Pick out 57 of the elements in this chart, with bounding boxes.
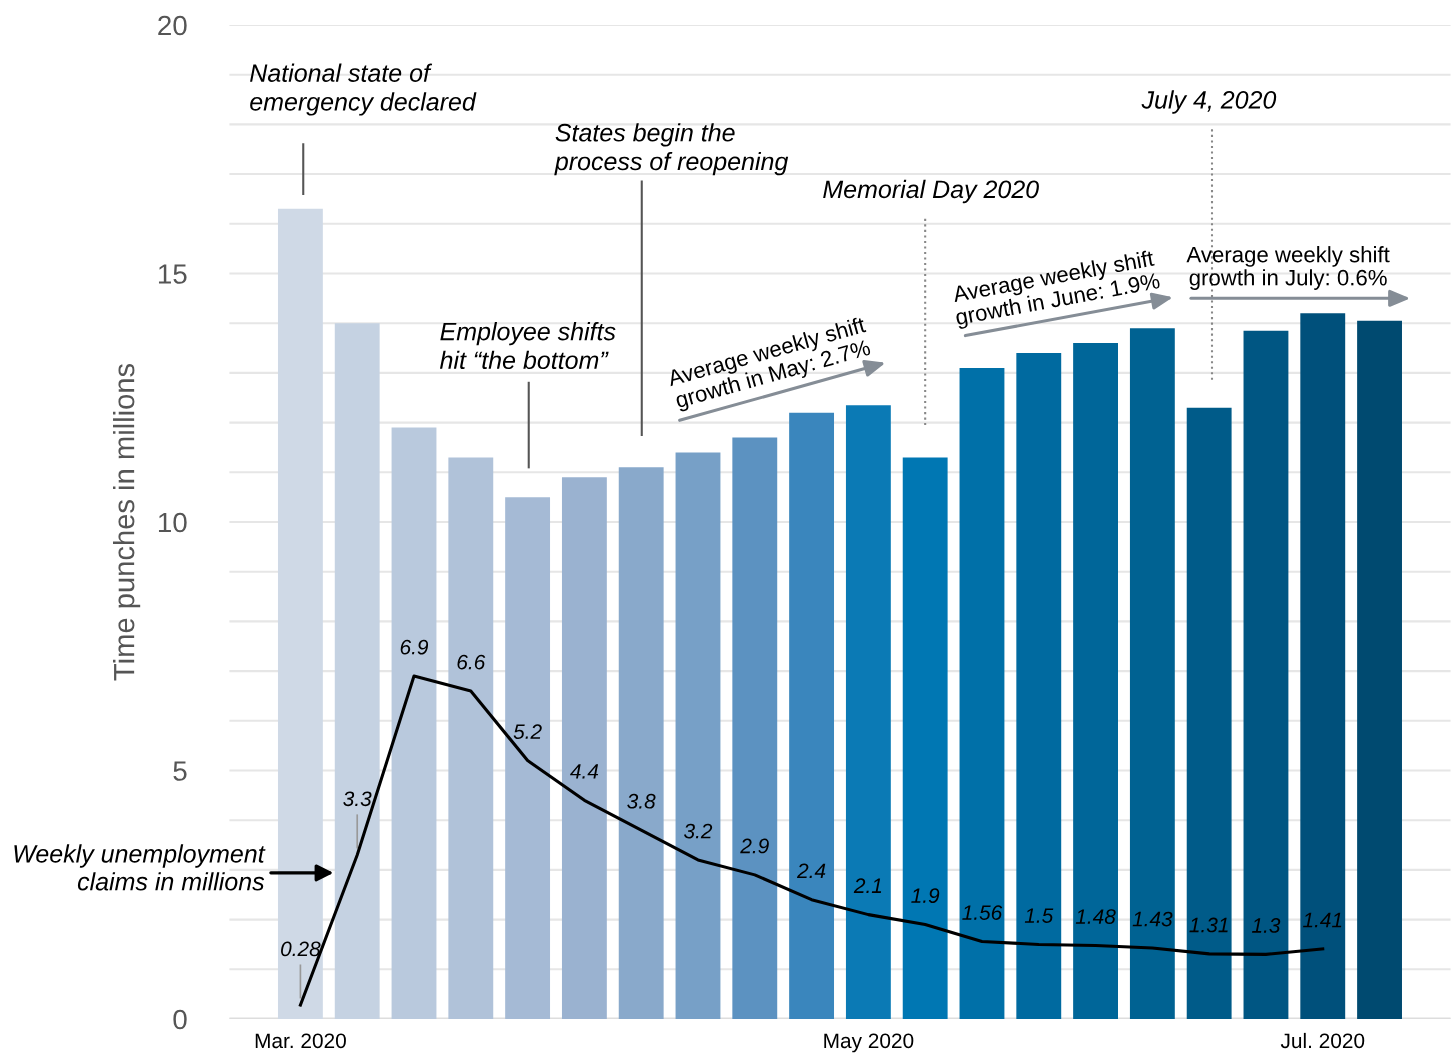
data-label: 1.9 [911,888,940,904]
bar [1129,328,1175,1019]
y-tick-label: 0 [173,1009,187,1030]
data-label: 1.43 [1132,911,1173,927]
data-label: 1.41 [1303,912,1342,928]
y-tick-label: 20 [158,15,187,36]
bar [618,467,664,1019]
bar [1186,407,1232,1019]
data-label: 1.56 [962,905,1003,920]
data-label: 1.5 [1024,908,1054,923]
bar [1073,343,1118,1019]
bar [789,412,835,1019]
annotation: States begin the process of reopening [554,123,789,176]
bar [334,323,380,1019]
bar [902,457,948,1019]
bar [1016,353,1062,1019]
y-tick-label: 10 [158,512,187,533]
annotation: Employee shifts hit “the bottom” [439,322,616,370]
data-label: 3.8 [627,793,656,809]
data-label: 1.31 [1189,917,1228,933]
bar [1300,313,1346,1019]
data-label: 4.4 [570,764,599,779]
y-tick-label: 5 [173,761,187,781]
bar [959,367,1005,1019]
data-label: 0.28 [281,941,321,957]
data-label: 5.2 [513,724,542,740]
data-label: 3.2 [684,823,713,839]
y-axis-title: Time punches in millions [113,363,141,681]
annotation: Average weekly shift growth in May: 2.7% [666,316,873,413]
bar [277,208,323,1019]
data-label: 3.3 [343,791,372,807]
data-label: 6.6 [457,654,486,670]
bar [732,437,778,1019]
bar [391,427,437,1019]
annotation: Average weekly shift growth in June: 1.9% [951,249,1162,330]
annotation: July 4, 2020 [1141,90,1277,114]
data-label: 1.48 [1075,909,1116,924]
annotation: Memorial Day 2020 [823,179,1039,204]
bar [675,452,721,1019]
legend-label: Weekly unemployment claims in millions [14,844,266,891]
y-tick-label: 15 [158,264,187,284]
bar [448,457,494,1019]
bar [845,405,891,1019]
x-tick-label: May 2020 [824,1033,914,1053]
annotation: Average weekly shift growth in July: 0.6% [1186,246,1390,290]
data-label: 2.9 [740,838,769,854]
annotation: National state of emergency declared [250,63,477,116]
bar [1357,320,1402,1019]
bar [505,497,551,1019]
data-label: 2.4 [796,863,826,878]
x-tick-label: Mar. 2020 [255,1033,346,1049]
x-tick-label: Jul. 2020 [1280,1032,1365,1049]
data-label: 1.3 [1252,918,1281,933]
data-label: 6.9 [400,639,429,655]
data-label: 2.1 [853,878,882,893]
bar [561,477,607,1019]
bar [1243,330,1289,1019]
